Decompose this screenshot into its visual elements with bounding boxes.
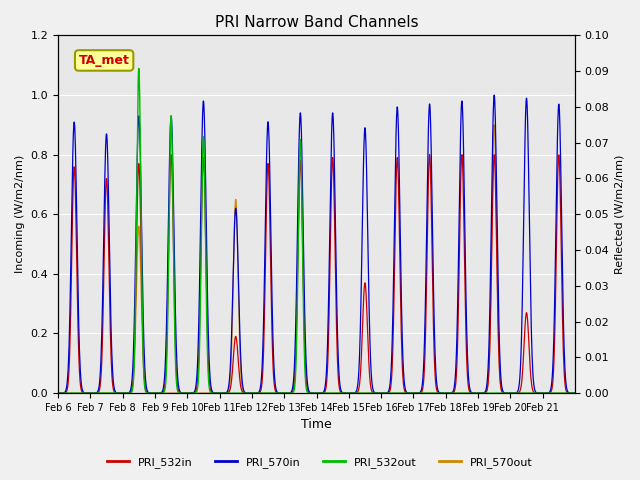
Title: PRI Narrow Band Channels: PRI Narrow Band Channels xyxy=(214,15,419,30)
Y-axis label: Incoming (W/m2/nm): Incoming (W/m2/nm) xyxy=(15,155,25,273)
Y-axis label: Reflected (W/m2/nm): Reflected (W/m2/nm) xyxy=(615,155,625,274)
X-axis label: Time: Time xyxy=(301,419,332,432)
Legend: PRI_532in, PRI_570in, PRI_532out, PRI_570out: PRI_532in, PRI_570in, PRI_532out, PRI_57… xyxy=(102,452,538,472)
Text: TA_met: TA_met xyxy=(79,54,129,67)
